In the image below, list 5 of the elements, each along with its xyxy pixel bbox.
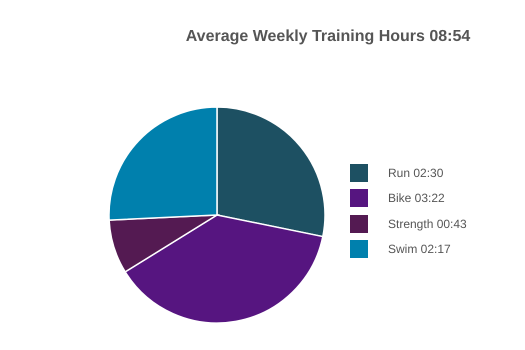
legend-label: Strength 00:43 [388,216,467,231]
legend-label: Bike 03:22 [388,191,445,206]
legend-label: Run 02:30 [388,166,444,180]
chart-title: Average Weekly Training Hours 08:54 [184,28,472,46]
legend-label: Swim 02:17 [388,242,451,256]
